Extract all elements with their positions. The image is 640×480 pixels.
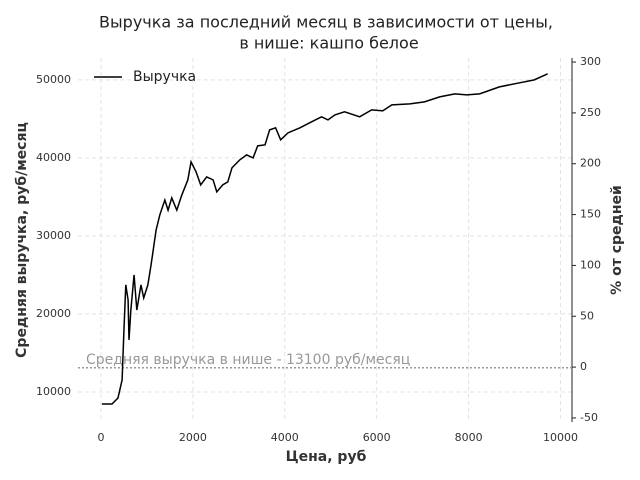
chart-title: Выручка за последний месяц в зависимости… [99, 13, 553, 32]
x-tick-label: 10000 [543, 431, 578, 444]
y-tick-label: 40000 [36, 151, 71, 164]
y2-tick-label: 0 [580, 360, 587, 373]
y2-tick-label: 100 [580, 258, 601, 271]
x-tick-label: 8000 [455, 431, 483, 444]
y-tick-label: 30000 [36, 229, 71, 242]
chart-title: в нише: кашпо белое [239, 34, 418, 53]
y2-tick-label: -50 [580, 411, 598, 424]
x-tick-label: 0 [97, 431, 104, 444]
y2-tick-label: 300 [580, 55, 601, 68]
x-axis-label: Цена, руб [286, 449, 367, 465]
y-tick-label: 20000 [36, 307, 71, 320]
y-axis-label: Средняя выручка, руб/месяц [14, 122, 30, 358]
y2-tick-label: 150 [580, 208, 601, 221]
x-tick-label: 4000 [271, 431, 299, 444]
y2-axis-label: % от средней [609, 185, 625, 295]
y2-tick-label: 250 [580, 106, 601, 119]
y2-tick-label: 50 [580, 309, 594, 322]
x-tick-label: 2000 [179, 431, 207, 444]
y-tick-label: 10000 [36, 385, 71, 398]
legend-label: Выручка [133, 69, 196, 85]
average-annotation: Средняя выручка в нише - 13100 руб/месяц [86, 352, 410, 368]
y-tick-label: 50000 [36, 73, 71, 86]
x-tick-label: 6000 [363, 431, 391, 444]
line-series [101, 73, 548, 405]
y2-tick-label: 200 [580, 157, 601, 170]
